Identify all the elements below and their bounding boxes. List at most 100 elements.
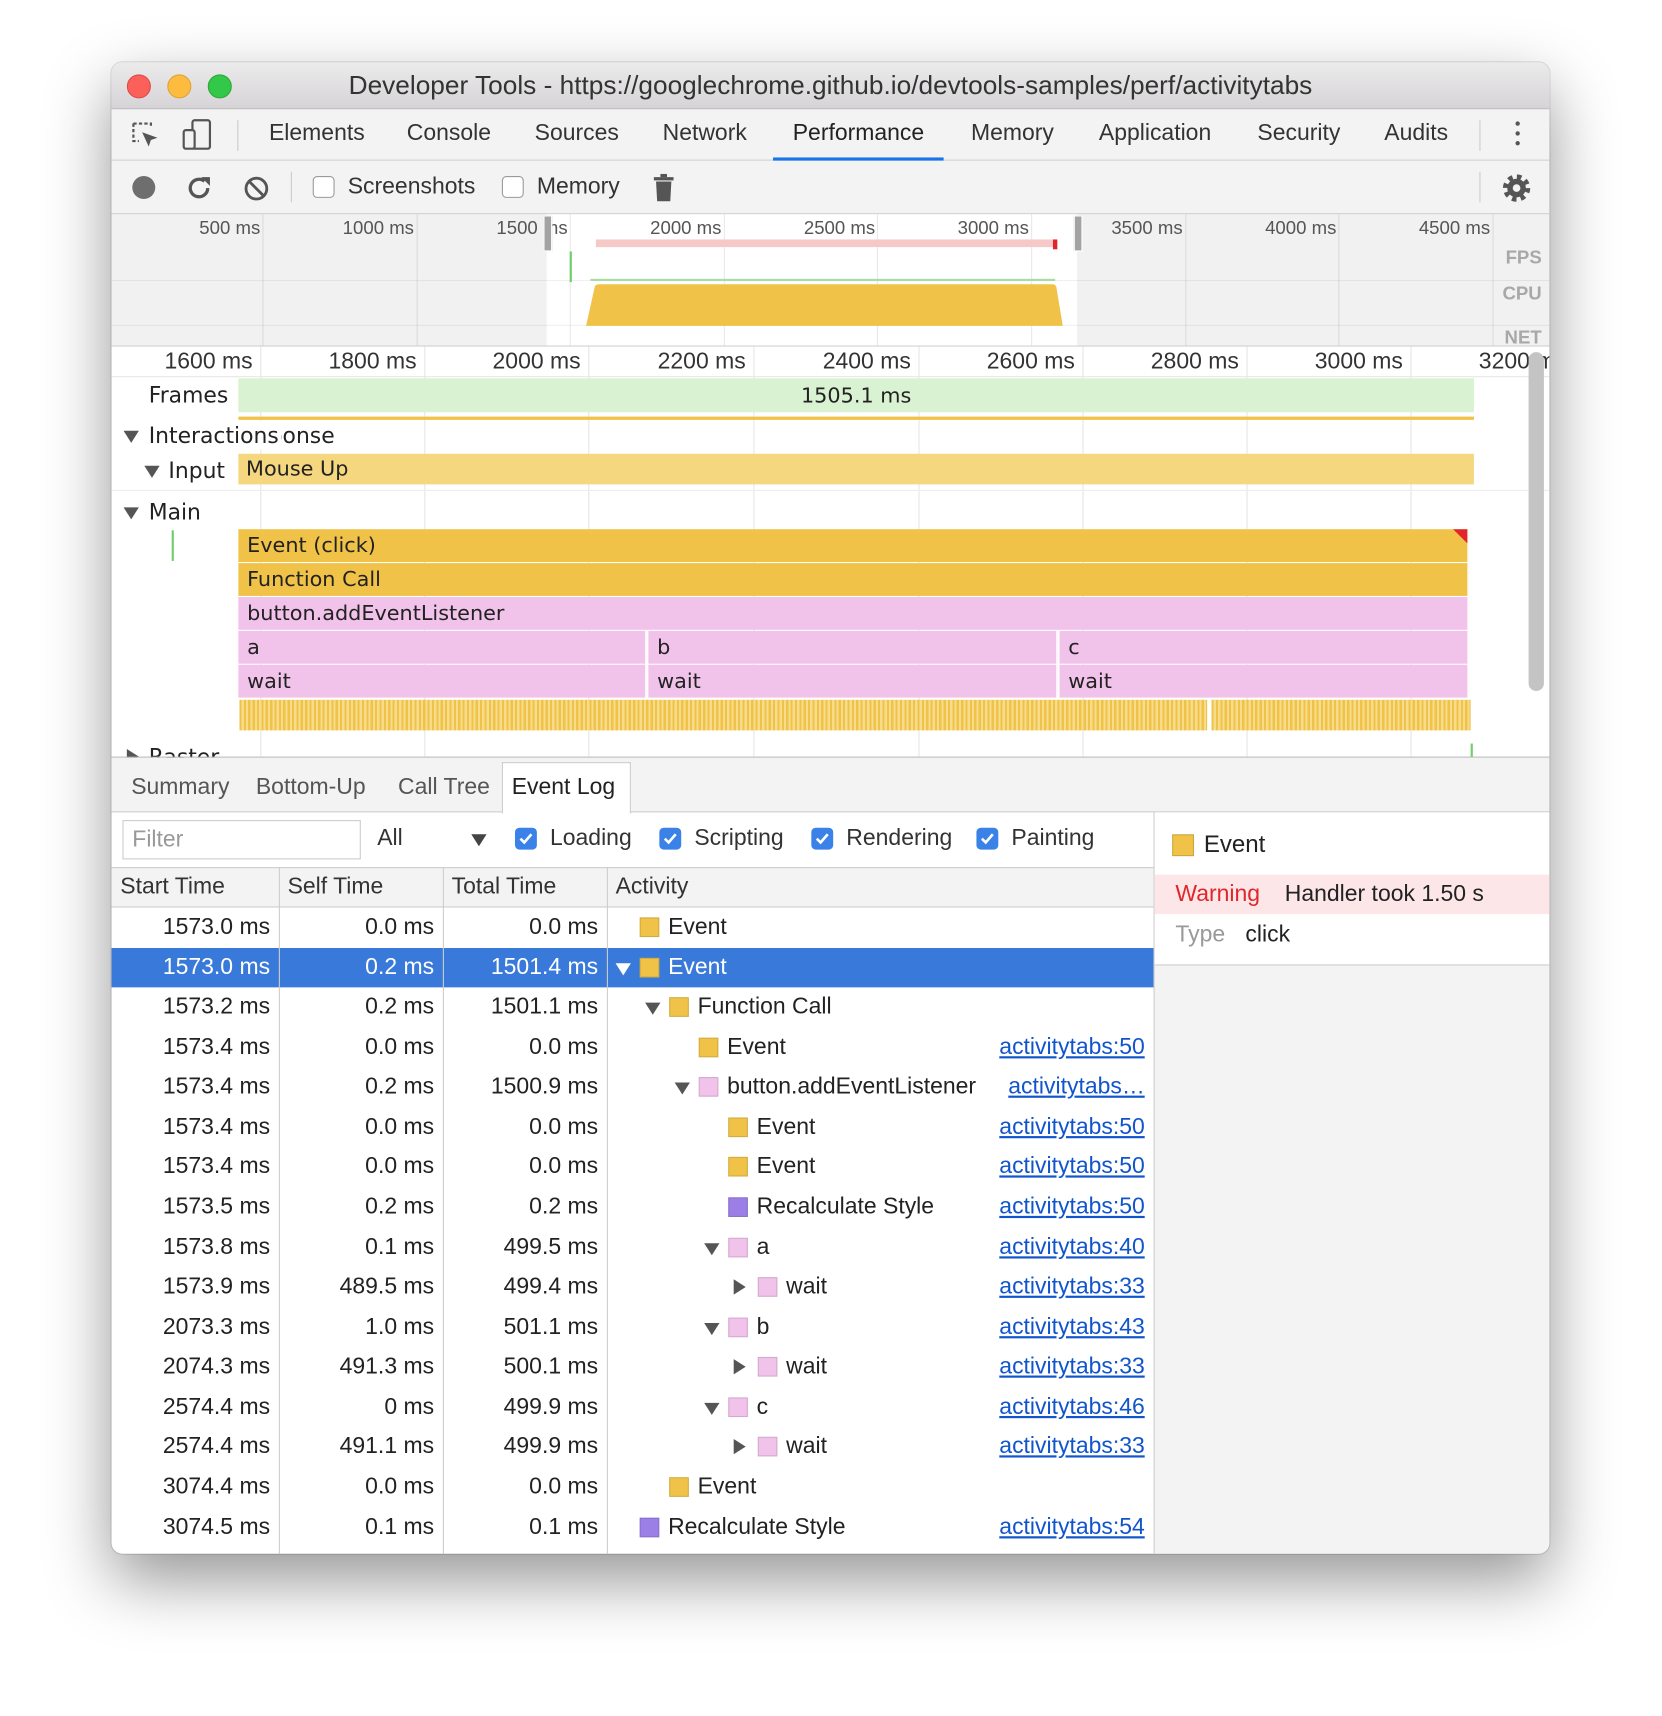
start-time[interactable]: 3074.4 ms xyxy=(162,1473,271,1500)
record-button[interactable] xyxy=(132,176,156,200)
flame-bar[interactable]: Function Call xyxy=(238,563,1469,596)
self-time[interactable]: 0.1 ms xyxy=(365,1513,435,1540)
total-time[interactable]: 1501.4 ms xyxy=(490,954,599,980)
start-time[interactable]: 2074.3 ms xyxy=(162,1353,271,1380)
total-time[interactable]: 500.1 ms xyxy=(503,1353,599,1380)
checkbox-label[interactable]: Loading xyxy=(549,825,632,851)
checkbox-label[interactable]: Screenshots xyxy=(347,173,476,200)
tab[interactable]: Audits xyxy=(1384,120,1449,146)
self-time[interactable]: 489.5 ms xyxy=(339,1273,435,1300)
checkbox[interactable] xyxy=(501,176,524,198)
total-time[interactable]: 0.0 ms xyxy=(529,1473,599,1500)
start-time[interactable]: 1573.4 ms xyxy=(162,1034,271,1060)
flame-bar[interactable]: a xyxy=(238,630,647,664)
tab[interactable]: Console xyxy=(406,120,492,146)
source-link[interactable]: activitytabs:33 xyxy=(999,1433,1145,1460)
column-header[interactable]: Activity xyxy=(615,873,689,899)
tab[interactable]: Elements xyxy=(268,120,365,146)
activity-name[interactable]: b xyxy=(756,1313,770,1340)
source-link[interactable]: activitytabs:50 xyxy=(999,1034,1145,1060)
bottom-tab[interactable]: Event Log xyxy=(511,774,616,800)
menu-dot[interactable] xyxy=(1515,121,1520,126)
checkbox-label[interactable]: Scripting xyxy=(694,825,784,851)
self-time[interactable]: 0.0 ms xyxy=(365,1034,435,1060)
menu-dot[interactable] xyxy=(1515,131,1520,136)
activity-name[interactable]: c xyxy=(756,1393,769,1420)
column-header[interactable]: Self Time xyxy=(287,873,384,899)
bottom-tab[interactable]: Bottom-Up xyxy=(255,774,366,800)
start-time[interactable]: 2574.4 ms xyxy=(162,1393,271,1420)
activity-name[interactable]: Function Call xyxy=(697,994,832,1020)
self-time[interactable]: 491.1 ms xyxy=(339,1433,435,1460)
source-link[interactable]: activitytabs:40 xyxy=(999,1233,1145,1260)
source-link[interactable]: activitytabs:50 xyxy=(999,1154,1145,1180)
start-time[interactable]: 1573.2 ms xyxy=(162,994,271,1020)
activity-name[interactable]: Recalculate Style xyxy=(668,1513,846,1540)
total-time[interactable]: 501.1 ms xyxy=(503,1313,599,1340)
activity-name[interactable]: Event xyxy=(668,914,727,940)
start-time[interactable]: 1573.4 ms xyxy=(162,1154,271,1180)
start-time[interactable]: 1573.4 ms xyxy=(162,1074,271,1100)
tab[interactable]: Security xyxy=(1257,120,1341,146)
start-time[interactable]: 2073.3 ms xyxy=(162,1313,271,1340)
self-time[interactable]: 0.1 ms xyxy=(365,1233,435,1260)
total-time[interactable]: 0.0 ms xyxy=(529,1034,599,1060)
total-time[interactable]: 1501.1 ms xyxy=(490,994,599,1020)
flame-bar[interactable]: b xyxy=(648,630,1058,664)
activity-name[interactable]: a xyxy=(756,1233,770,1260)
start-time[interactable]: 1573.0 ms xyxy=(162,914,271,940)
traffic-light[interactable] xyxy=(207,74,232,99)
activity-name[interactable]: Event xyxy=(697,1473,757,1500)
filter-input[interactable]: Filter xyxy=(122,820,361,860)
flame-bar[interactable]: wait xyxy=(238,664,647,698)
total-time[interactable]: 0.0 ms xyxy=(529,914,599,940)
selected-row[interactable] xyxy=(111,947,1154,987)
total-time[interactable]: 0.1 ms xyxy=(529,1513,599,1540)
tab[interactable]: Memory xyxy=(970,120,1054,146)
traffic-light[interactable] xyxy=(167,74,192,99)
total-time[interactable]: 0.0 ms xyxy=(529,1114,599,1140)
source-link[interactable]: activitytabs:50 xyxy=(999,1193,1145,1220)
self-time[interactable]: 1.0 ms xyxy=(365,1313,435,1340)
source-link[interactable]: activitytabs:54 xyxy=(999,1513,1145,1540)
menu-dot[interactable] xyxy=(1515,141,1520,146)
self-time[interactable]: 0.2 ms xyxy=(365,954,435,980)
filter-select[interactable]: All xyxy=(377,825,403,851)
checkbox-label[interactable]: Painting xyxy=(1011,825,1095,851)
bottom-tab[interactable]: Summary xyxy=(131,774,230,800)
start-time[interactable]: 1573.5 ms xyxy=(162,1193,271,1220)
flame-bar[interactable]: wait xyxy=(648,664,1058,698)
activity-name[interactable]: wait xyxy=(786,1353,828,1380)
checkbox[interactable] xyxy=(312,176,335,198)
total-time[interactable]: 499.5 ms xyxy=(503,1233,599,1260)
activity-name[interactable]: Event xyxy=(727,1034,786,1060)
start-time[interactable]: 1573.9 ms xyxy=(162,1273,271,1300)
activity-name[interactable]: wait xyxy=(786,1433,828,1460)
self-time[interactable]: 0.2 ms xyxy=(365,994,435,1020)
source-link[interactable]: activitytabs:46 xyxy=(999,1393,1145,1420)
range-handle[interactable] xyxy=(543,215,553,252)
self-time[interactable]: 0.0 ms xyxy=(365,914,435,940)
tab[interactable]: Sources xyxy=(534,120,619,146)
source-link[interactable]: activitytabs:43 xyxy=(999,1313,1145,1340)
range-handle[interactable] xyxy=(1073,215,1083,252)
source-link[interactable]: activitytabs… xyxy=(1008,1074,1145,1100)
bottom-tab[interactable]: Call Tree xyxy=(398,774,490,800)
start-time[interactable]: 1573.4 ms xyxy=(162,1114,271,1140)
total-time[interactable]: 499.4 ms xyxy=(503,1273,599,1300)
column-header[interactable]: Total Time xyxy=(451,873,557,899)
tab[interactable]: Application xyxy=(1098,120,1212,146)
self-time[interactable]: 0 ms xyxy=(384,1393,435,1420)
source-link[interactable]: activitytabs:33 xyxy=(999,1273,1145,1300)
total-time[interactable]: 499.9 ms xyxy=(503,1433,599,1460)
activity-name[interactable]: Recalculate Style xyxy=(756,1193,935,1220)
self-time[interactable]: 0.0 ms xyxy=(365,1114,435,1140)
tab[interactable]: Network xyxy=(662,120,747,146)
source-link[interactable]: activitytabs:33 xyxy=(999,1353,1145,1380)
self-time[interactable]: 0.2 ms xyxy=(365,1074,435,1100)
flame-bar[interactable]: Event (click) xyxy=(238,529,1469,563)
timeline-scrollbar[interactable] xyxy=(1528,352,1544,692)
self-time[interactable]: 0.0 ms xyxy=(365,1473,435,1500)
tab[interactable]: Performance xyxy=(792,120,925,146)
activity-name[interactable]: Event xyxy=(756,1154,816,1180)
